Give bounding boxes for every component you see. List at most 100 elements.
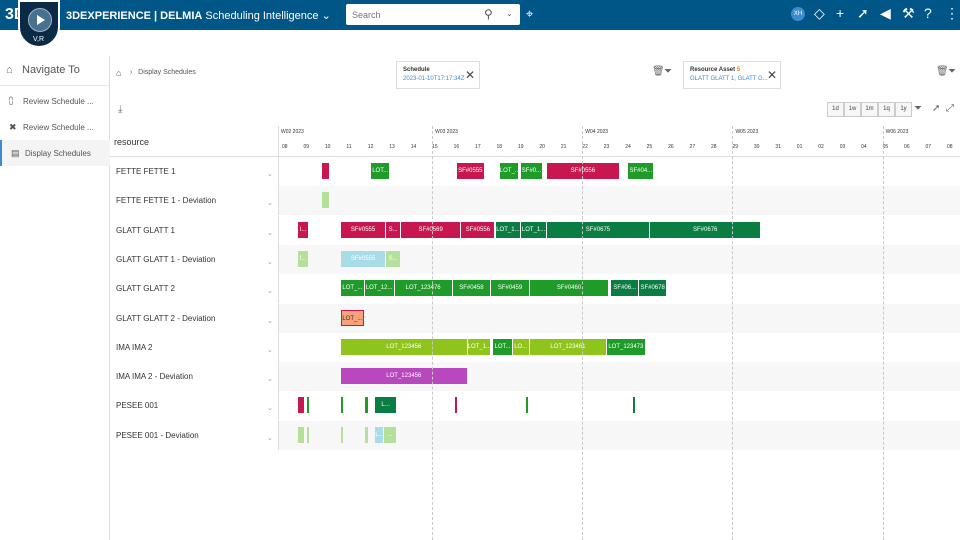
compass-button[interactable]: V,R xyxy=(18,0,60,48)
task-bar[interactable]: LOT_12... xyxy=(364,280,394,297)
task-bar[interactable]: LOT_123473 xyxy=(607,338,645,355)
task-bar[interactable]: LOT... xyxy=(493,338,512,355)
task-bar[interactable] xyxy=(525,397,528,414)
task-bar[interactable]: SF#0458 xyxy=(452,280,491,297)
task-bar[interactable]: SF#0569 xyxy=(401,221,461,238)
zoom-1m-button[interactable]: 1m xyxy=(861,102,878,117)
task-bar[interactable]: LOT... xyxy=(371,163,390,179)
chevron-down-icon[interactable]: ⌄ xyxy=(267,258,273,266)
chevron-down-icon[interactable]: ⌄ xyxy=(267,434,273,442)
task-bar[interactable]: SF#0678 xyxy=(639,280,667,297)
zoom-1d-button[interactable]: 1d xyxy=(827,102,844,117)
filter-icon[interactable]: ⏷ xyxy=(948,66,956,77)
chevron-down-icon[interactable]: ⌄ xyxy=(267,229,273,237)
communicate-icon[interactable]: ◀ xyxy=(880,5,891,21)
resource-row-label[interactable]: PESEE 001 ⌄ xyxy=(110,391,278,420)
task-bar[interactable]: S... xyxy=(386,221,401,238)
resource-row-label[interactable]: GLATT GLATT 2 ⌄ xyxy=(110,274,278,303)
task-bar[interactable]: ... xyxy=(383,426,396,443)
task-bar[interactable] xyxy=(632,397,635,414)
nav-item-review-schedule-2[interactable]: ✖ Review Schedule ... xyxy=(0,114,110,140)
task-bar[interactable]: SF#0460 xyxy=(529,280,609,297)
chevron-down-icon[interactable]: ⌄ xyxy=(506,9,513,18)
task-bar[interactable]: SF#0555 xyxy=(341,221,386,238)
close-icon[interactable]: ✕ xyxy=(465,68,476,82)
resource-row-label[interactable]: FETTE FETTE 1 ⌄ xyxy=(110,157,278,186)
task-bar[interactable] xyxy=(341,397,344,414)
task-bar[interactable]: SF#04... xyxy=(628,163,654,179)
chevron-down-icon[interactable]: ⌄ xyxy=(267,288,273,296)
task-bar[interactable] xyxy=(306,426,309,443)
fullscreen-icon[interactable]: ⤢ xyxy=(946,103,954,114)
avatar[interactable]: XH xyxy=(791,7,805,21)
resource-row-label[interactable]: IMA IMA 2 - Deviation ⌄ xyxy=(110,362,278,391)
share-icon[interactable]: ➚ xyxy=(857,5,869,21)
task-bar[interactable]: LOT_... xyxy=(499,163,519,179)
task-bar[interactable]: LOT_123456 xyxy=(341,338,467,355)
tag-icon[interactable]: ⌖ xyxy=(526,6,534,21)
chevron-down-icon[interactable]: ⌄ xyxy=(267,346,273,354)
task-bar[interactable] xyxy=(298,426,304,443)
resource-row-label[interactable]: IMA IMA 2 ⌄ xyxy=(110,333,278,362)
resource-row-label[interactable]: GLATT GLATT 1 ⌄ xyxy=(110,216,278,245)
resource-asset-filter[interactable]: Resource Asset 5 GLATT GLATT 1, GLATT G.… xyxy=(683,61,781,89)
task-bar[interactable]: LOT_123456 xyxy=(341,368,467,385)
zoom-1q-button[interactable]: 1q xyxy=(878,102,895,117)
filter-icon[interactable]: ⏷ xyxy=(664,66,672,77)
task-bar[interactable] xyxy=(364,426,368,443)
task-bar[interactable]: SF#06... xyxy=(611,280,639,297)
trash-icon[interactable]: 🗑 xyxy=(652,66,665,77)
export-icon[interactable]: ⤓ xyxy=(118,104,123,115)
chevron-down-icon[interactable]: ⌄ xyxy=(267,171,273,178)
task-bar[interactable] xyxy=(454,397,457,414)
task-bar[interactable] xyxy=(364,397,368,414)
share-icon[interactable]: ➚ xyxy=(932,103,941,114)
chevron-down-icon[interactable]: ⌄ xyxy=(267,376,273,384)
filter-icon[interactable]: ⏷ xyxy=(914,103,922,114)
app-title[interactable]: 3DEXPERIENCE | DELMIA Scheduling Intelli… xyxy=(66,9,331,22)
nav-item-review-schedule-1[interactable]: ⩇ Review Schedule ... xyxy=(0,88,110,114)
task-bar[interactable] xyxy=(321,163,330,179)
resource-row-label[interactable]: FETTE FETTE 1 - Deviation ⌄ xyxy=(110,186,278,215)
search-icon[interactable]: ⚲ xyxy=(484,7,493,21)
task-bar[interactable]: SF#0459 xyxy=(491,280,529,297)
task-bar[interactable]: LOT_1... xyxy=(495,221,521,238)
search-input[interactable] xyxy=(346,4,466,25)
resource-row-label[interactable]: GLATT GLATT 2 - Deviation ⌄ xyxy=(110,304,278,333)
task-bar[interactable]: I... xyxy=(298,221,308,238)
task-bar[interactable]: SF#0555 xyxy=(456,163,484,179)
chevron-down-icon[interactable]: ⌄ xyxy=(267,405,273,413)
task-bar[interactable]: LOT_123461 xyxy=(529,338,607,355)
task-bar[interactable]: L... xyxy=(375,397,396,414)
close-icon[interactable]: ✕ xyxy=(767,68,778,82)
chevron-down-icon[interactable]: ⌄ xyxy=(267,200,273,208)
task-bar[interactable] xyxy=(298,397,304,414)
more-icon[interactable]: ⋮ xyxy=(945,5,959,21)
task-bar[interactable]: L... xyxy=(375,426,383,443)
help-icon[interactable]: ? xyxy=(924,5,932,21)
task-bar[interactable] xyxy=(321,192,330,209)
task-bar[interactable]: S... xyxy=(386,250,401,267)
nav-item-display-schedules[interactable]: ▤ Display Schedules xyxy=(0,140,110,166)
zoom-1w-button[interactable]: 1w xyxy=(844,102,861,117)
task-bar[interactable]: I... xyxy=(298,250,308,267)
task-bar[interactable]: SF#0556 xyxy=(461,221,495,238)
task-bar[interactable]: SF#0... xyxy=(521,163,542,179)
task-bar[interactable]: LO... xyxy=(512,338,529,355)
task-bar[interactable]: LOT_1... xyxy=(467,338,491,355)
resource-row-label[interactable]: PESEE 001 - Deviation ⌄ xyxy=(110,421,278,450)
home-icon[interactable]: ⌂ xyxy=(116,68,122,78)
task-bar[interactable]: SF#0675 xyxy=(546,221,649,238)
task-bar[interactable] xyxy=(306,397,309,414)
task-bar[interactable]: SF#0676 xyxy=(649,221,761,238)
task-bar[interactable] xyxy=(341,426,344,443)
add-icon[interactable]: + xyxy=(836,5,845,21)
chevron-down-icon[interactable]: ⌄ xyxy=(267,317,273,325)
tools-icon[interactable]: ⚒ xyxy=(902,5,915,21)
task-bar[interactable]: LOT_... xyxy=(341,309,364,326)
schedule-filter[interactable]: Schedule 2023-01-10T17:17:34Z ✕ xyxy=(396,61,480,89)
resource-row-label[interactable]: GLATT GLATT 1 - Deviation ⌄ xyxy=(110,245,278,274)
task-bar[interactable]: LOT_1... xyxy=(521,221,546,238)
task-bar[interactable]: LOT_... xyxy=(341,280,364,297)
trash-icon[interactable]: 🗑 xyxy=(936,66,949,77)
